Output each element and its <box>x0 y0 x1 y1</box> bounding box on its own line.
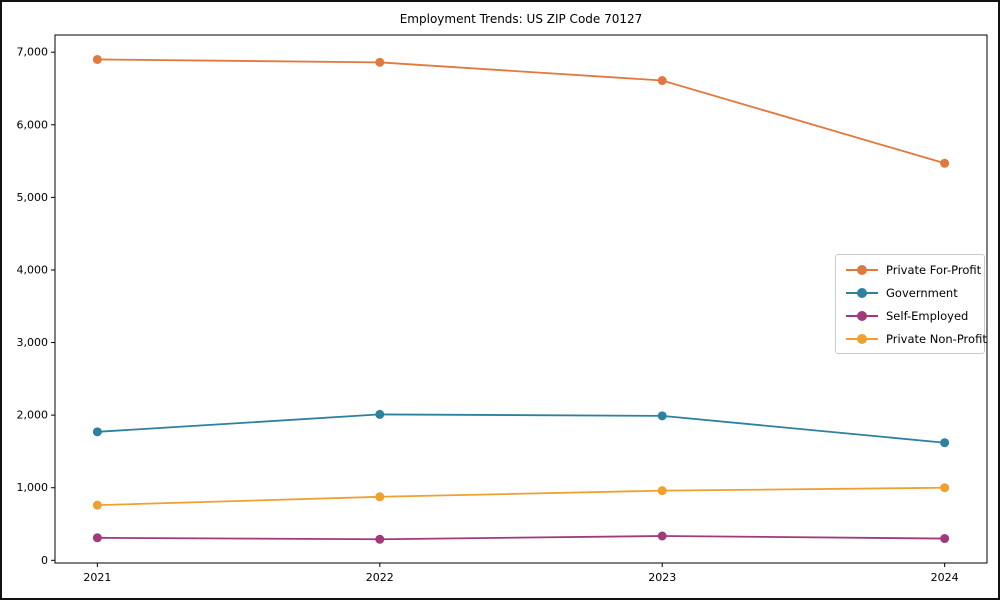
legend-item-private-non-profit: Private Non-Profit <box>836 327 987 350</box>
legend-line-marker-icon <box>846 310 878 321</box>
data-point-self-employed <box>92 533 102 543</box>
data-point-self-employed <box>657 531 667 541</box>
data-point-private-for-profit <box>657 76 667 86</box>
x-axis-tick-label: 2024 <box>931 571 959 584</box>
x-axis-tick-label: 2023 <box>648 571 676 584</box>
axes-frame <box>54 34 988 564</box>
legend-label: Government <box>886 285 958 300</box>
y-axis-tick-label: 5,000 <box>17 191 49 204</box>
chart-title: Employment Trends: US ZIP Code 70127 <box>399 12 643 26</box>
data-point-government <box>92 427 102 437</box>
data-point-private-non-profit <box>657 486 667 496</box>
x-axis-tick-label: 2022 <box>366 571 394 584</box>
legend: Private For-Profit Government Self-Employe… <box>835 254 987 354</box>
series-line-government <box>97 413 945 444</box>
data-point-self-employed <box>375 534 385 544</box>
series-line-private-for-profit <box>97 58 945 165</box>
x-axis-tick-label: 2021 <box>83 571 111 584</box>
legend-item-private-for-profit: Private For-Profit <box>836 258 984 281</box>
data-point-government <box>940 438 950 448</box>
data-point-government <box>657 411 667 421</box>
y-axis-tick-label: 0 <box>41 554 48 567</box>
data-point-private-non-profit <box>92 500 102 510</box>
y-axis-tick-label: 7,000 <box>17 46 49 59</box>
legend-line-marker-icon <box>846 264 878 275</box>
data-point-private-for-profit <box>375 57 385 67</box>
legend-line-marker-icon <box>846 333 878 344</box>
y-axis-tick-label: 1,000 <box>17 481 49 494</box>
legend-item-self-employed: Self-Employed <box>836 304 984 327</box>
legend-line-marker-icon <box>846 287 878 298</box>
legend-label: Private For-Profit <box>886 262 982 277</box>
series-line-self-employed <box>97 535 945 541</box>
y-axis-tick-label: 6,000 <box>17 118 49 131</box>
data-point-government <box>375 409 385 419</box>
y-axis-tick-label: 4,000 <box>17 263 49 276</box>
legend-label: Private Non-Profit <box>886 331 987 346</box>
data-point-private-for-profit <box>940 158 950 168</box>
legend-label: Self-Employed <box>886 308 969 323</box>
y-axis-tick-label: 2,000 <box>17 409 49 422</box>
series-line-private-non-profit <box>97 486 945 507</box>
data-point-private-non-profit <box>375 492 385 502</box>
legend-item-government: Government <box>836 281 984 304</box>
data-point-private-non-profit <box>940 483 950 493</box>
data-point-private-for-profit <box>92 54 102 64</box>
data-point-self-employed <box>940 534 950 544</box>
y-axis-tick-label: 3,000 <box>17 336 49 349</box>
